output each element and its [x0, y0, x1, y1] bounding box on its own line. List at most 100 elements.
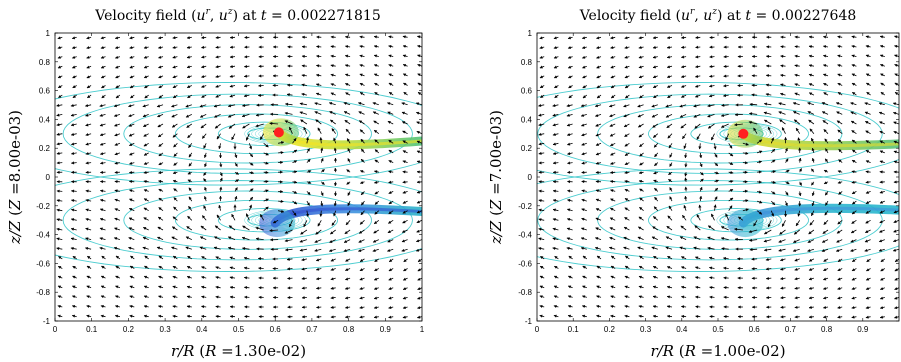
arrow-head — [142, 114, 147, 118]
arrow-head — [865, 315, 869, 319]
arrow-head — [280, 190, 284, 194]
arrow-head — [538, 247, 542, 251]
arrow-head — [70, 208, 75, 212]
arrow-head — [729, 189, 734, 192]
arrow-head — [227, 104, 232, 108]
arrow-head — [581, 208, 585, 212]
arrow-head — [293, 149, 298, 153]
arrow-head — [694, 84, 699, 88]
arrow-head — [416, 229, 420, 233]
arrow-head — [344, 277, 349, 281]
arrow-head — [864, 248, 868, 252]
arrow-head — [654, 187, 658, 192]
arrow-head — [215, 84, 219, 88]
arrow-head — [314, 111, 318, 115]
arrow-head — [216, 214, 220, 218]
arrow-head — [651, 246, 655, 250]
arrow-head — [653, 144, 657, 148]
arrow-head — [172, 266, 176, 269]
arrow-head — [623, 114, 627, 118]
arrow-head — [566, 113, 570, 117]
arrow-head — [114, 142, 118, 146]
arrow-head — [694, 125, 698, 129]
arrow-head — [822, 35, 827, 39]
arrow-head — [652, 275, 657, 279]
arrow-head — [129, 198, 133, 202]
arrow-head — [568, 265, 572, 269]
arrow-head — [70, 161, 75, 165]
x-tick-label: 0.4 — [196, 325, 208, 334]
arrow-head — [567, 295, 572, 299]
y-label-text: Z — [6, 199, 24, 211]
arrow-head — [417, 258, 422, 262]
arrow-head — [751, 54, 755, 59]
arrow-head — [330, 267, 334, 271]
arrow-head — [402, 170, 406, 174]
arrow-head — [386, 248, 391, 252]
arrow-head — [852, 259, 856, 262]
arrow-head — [625, 95, 629, 99]
streamline — [62, 93, 413, 174]
arrow-head — [894, 64, 898, 67]
x-label-text: R — [684, 342, 696, 360]
arrow-head — [665, 236, 670, 240]
arrow-head — [344, 45, 349, 49]
arrow-head — [680, 75, 685, 78]
arrow-head — [416, 35, 421, 39]
arrow-head — [596, 55, 600, 59]
arrow-head — [539, 55, 543, 59]
arrow-head — [229, 295, 233, 299]
arrow-head — [568, 75, 572, 79]
arrow-head — [246, 213, 249, 217]
arrow-head — [638, 65, 642, 69]
arrow-head — [316, 315, 320, 319]
y-tick-label: -0.6 — [36, 259, 50, 268]
arrow-head — [56, 142, 60, 146]
arrow-head — [144, 85, 148, 89]
arrow-head — [330, 231, 334, 235]
arrow-head — [100, 55, 105, 59]
arrow-head — [624, 285, 628, 289]
arrow-head — [851, 180, 855, 184]
arrow-head — [638, 179, 643, 183]
arrow-head — [609, 236, 613, 240]
arrow-head — [316, 54, 320, 58]
arrow-head — [879, 287, 884, 290]
arrow-head — [681, 94, 685, 98]
arrow-head — [229, 276, 233, 280]
arrow-head — [85, 123, 89, 127]
title-text: 0.002271815 — [287, 8, 381, 24]
arrow-head — [215, 295, 219, 299]
arrow-head — [552, 103, 556, 108]
arrow-head — [71, 314, 76, 318]
arrow-head — [115, 85, 119, 89]
arrow-head — [609, 179, 614, 184]
arrow-head — [402, 200, 406, 204]
arrow-head — [794, 296, 798, 300]
streamline — [537, 180, 883, 261]
streamline — [123, 190, 372, 250]
arrow-head — [709, 285, 713, 290]
arrow-head — [637, 236, 641, 240]
arrow-head — [723, 315, 727, 319]
arrow-head — [723, 64, 727, 68]
arrow-head — [880, 73, 884, 77]
arrow-head — [373, 306, 377, 310]
arrow-head — [320, 203, 324, 207]
arrow-head — [143, 161, 148, 165]
arrow-head — [388, 160, 392, 163]
arrow-head — [865, 170, 869, 174]
arrow-head — [99, 104, 103, 108]
arrow-head — [301, 92, 305, 96]
arrow-head — [594, 246, 599, 250]
arrow-head — [553, 275, 558, 279]
arrow-head — [798, 157, 802, 161]
arrow-head — [203, 145, 207, 149]
arrow-head — [680, 295, 685, 299]
arrow-head — [721, 247, 725, 251]
arrow-head — [798, 203, 802, 207]
arrow-head — [766, 305, 770, 309]
arrow-head — [258, 305, 262, 309]
arrow-head — [865, 306, 869, 310]
arrow-head — [344, 231, 348, 234]
